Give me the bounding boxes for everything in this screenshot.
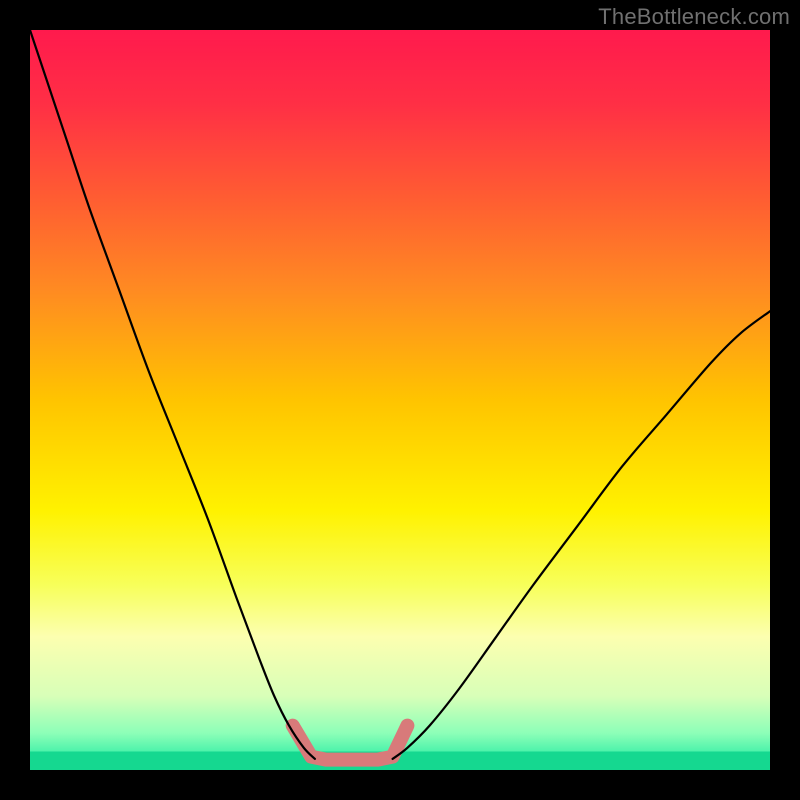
watermark-text: TheBottleneck.com: [598, 4, 790, 30]
bottleneck-plot: [30, 30, 770, 770]
plot-background: [30, 30, 770, 770]
